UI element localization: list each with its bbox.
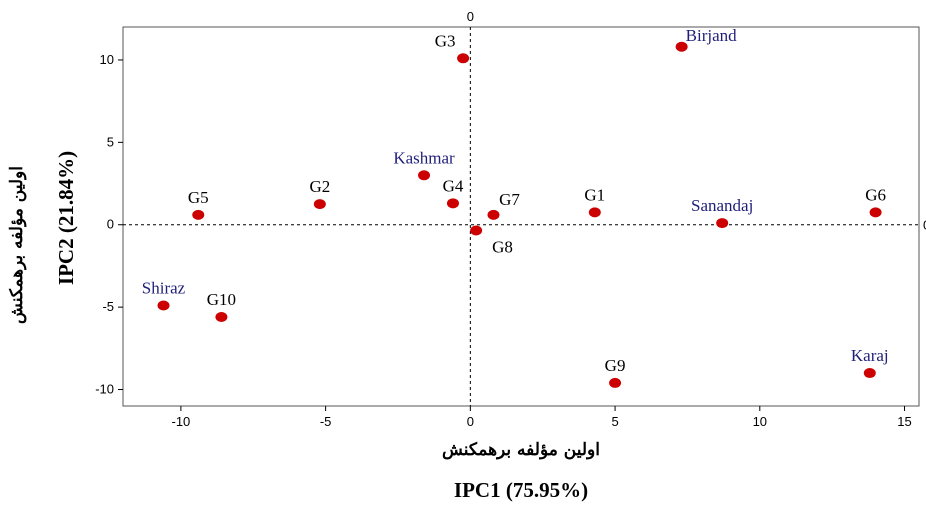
y-tick-label: -10 <box>95 382 114 397</box>
x-tick-label: -10 <box>171 414 190 429</box>
point-g6 <box>869 207 882 218</box>
point-labels: G1 G2 G3 G4 G5 G6 G7 G8 G9 G10 Birjand Kashmar Sanan… <box>142 26 889 375</box>
label-g4: G4 <box>443 176 464 195</box>
point-sanandaj <box>716 218 729 229</box>
point-g9 <box>609 377 622 388</box>
label-birjand: Birjand <box>686 26 737 45</box>
label-karaj: Karaj <box>851 346 889 365</box>
x-tick-label: -5 <box>320 414 332 429</box>
point-g4 <box>446 198 459 209</box>
point-g8 <box>470 225 483 236</box>
label-g9: G9 <box>605 356 626 375</box>
x-tick-label: 10 <box>753 414 767 429</box>
y-tick-label: 5 <box>107 134 114 149</box>
y-axis-title-en: IPC2 (21.84%) <box>54 151 78 285</box>
point-g10 <box>215 312 228 323</box>
x-axis: -10 -5 0 5 10 15 <box>171 406 912 429</box>
point-g2 <box>313 199 326 210</box>
point-g5 <box>192 209 205 220</box>
label-g5: G5 <box>188 188 209 207</box>
label-g6: G6 <box>865 185 886 204</box>
point-g7 <box>487 209 500 220</box>
point-birjand <box>675 41 688 52</box>
x-tick-label: 0 <box>467 414 474 429</box>
plot-frame <box>122 26 920 407</box>
label-g10: G10 <box>207 290 236 309</box>
point-g1 <box>588 207 601 218</box>
point-g3 <box>457 53 470 64</box>
x-tick-label: 5 <box>611 414 618 429</box>
point-kashmar <box>418 170 431 181</box>
y-tick-label: 10 <box>100 52 114 67</box>
x-axis-title-en: IPC1 (75.95%) <box>454 478 588 502</box>
horizontal-zero-line-label: 0 <box>923 218 926 233</box>
label-g2: G2 <box>309 177 330 196</box>
label-g8: G8 <box>492 238 513 257</box>
label-kashmar: Kashmar <box>393 148 455 167</box>
x-tick-label: 15 <box>897 414 911 429</box>
point-shiraz <box>157 300 170 311</box>
point-karaj <box>863 368 876 379</box>
label-shiraz: Shiraz <box>142 278 186 297</box>
y-axis: -10 -5 0 5 10 <box>95 52 123 397</box>
label-g3: G3 <box>435 31 456 50</box>
label-sanandaj: Sanandaj <box>691 196 753 215</box>
vertical-zero-line-label: 0 <box>467 9 474 24</box>
y-axis-title-fa: اولین مؤلفه برهمکنش <box>7 166 27 324</box>
y-tick-label: -5 <box>102 299 114 314</box>
label-g1: G1 <box>584 185 605 204</box>
reference-lines: 00 <box>123 9 926 406</box>
data-points <box>157 41 882 388</box>
y-tick-label: 0 <box>107 217 114 232</box>
x-axis-title-fa: اولین مؤلفه برهمکنش <box>442 440 600 460</box>
label-g7: G7 <box>499 190 520 209</box>
